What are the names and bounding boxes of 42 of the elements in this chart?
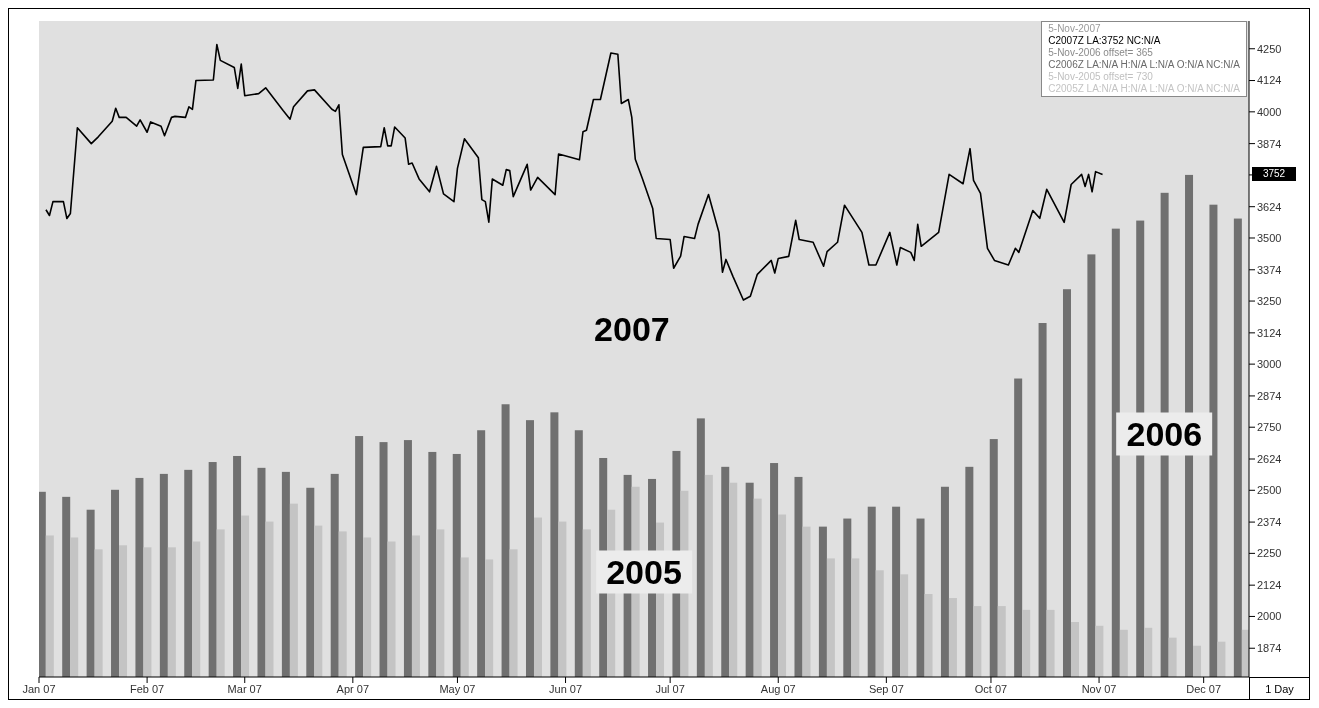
annotation: C2006Z LA:N/A H:N/A L:N/A O:N/A NC:N/A	[1048, 59, 1240, 71]
x-tick-label: Oct 07	[974, 682, 1008, 695]
x-tick-label: May 07	[439, 682, 476, 695]
y-tick-label: 2000	[1257, 610, 1282, 623]
y-tick-label: 4250	[1257, 42, 1282, 55]
y-tick-label: 3500	[1257, 231, 1282, 244]
y-tick-label: 2124	[1257, 579, 1282, 592]
y-tick-label: 2500	[1257, 484, 1282, 497]
x-tick-label: Jun 07	[549, 682, 583, 695]
y-tick-label: 2750	[1257, 421, 1282, 434]
annotation: C2005Z LA:N/A H:N/A L:N/A O:N/A NC:N/A	[1048, 83, 1240, 95]
x-tick-label: Apr 07	[336, 682, 370, 695]
y-tick-label: 1874	[1257, 642, 1282, 655]
x-tick-label: Feb 07	[129, 682, 165, 695]
y-tick-label: 4000	[1257, 105, 1282, 118]
x-tick-label: Dec 07	[1186, 682, 1222, 695]
y-tick-label: 2250	[1257, 547, 1282, 560]
annotation: 5-Nov-2007	[1048, 23, 1102, 35]
y-tick-label: 3374	[1257, 263, 1282, 276]
text: 3752	[1252, 167, 1296, 182]
y-tick-label: 3874	[1257, 137, 1282, 150]
x-tick-label: Jan 07	[22, 682, 56, 695]
x-tick-label: Aug 07	[760, 682, 796, 695]
y-tick-label: 3000	[1257, 358, 1282, 371]
series-label: 2006	[1116, 412, 1213, 456]
text: 1 Day	[1249, 677, 1309, 699]
y-tick-label: 3250	[1257, 294, 1282, 307]
y-tick-label: 2624	[1257, 452, 1282, 465]
x-tick-label: Jul 07	[655, 682, 685, 695]
x-tick-label: Mar 07	[227, 682, 262, 695]
x-tick-label: Nov 07	[1081, 682, 1117, 695]
annotation: 5-Nov-2005 offset= 730	[1048, 71, 1154, 83]
series-label: 2007	[593, 308, 671, 350]
x-tick-label: Sep 07	[868, 682, 904, 695]
annotation: C2007Z LA:3752 NC:N/A	[1048, 35, 1162, 47]
y-tick-label: 3124	[1257, 326, 1282, 339]
y-tick-label: 2874	[1257, 389, 1282, 402]
annotation: 5-Nov-2006 offset= 365	[1048, 47, 1154, 59]
y-tick-label: 2374	[1257, 515, 1282, 528]
y-tick-label: 4124	[1257, 74, 1282, 87]
series-label: 2005	[596, 550, 692, 594]
y-tick-label: 3624	[1257, 200, 1282, 213]
